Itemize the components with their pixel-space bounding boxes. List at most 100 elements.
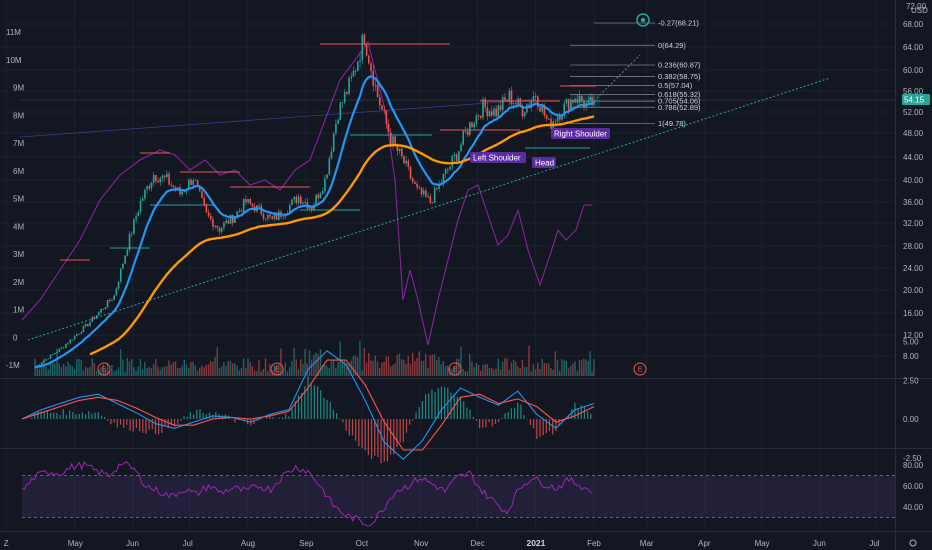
macd-histogram-bar (173, 419, 176, 427)
candle-body (141, 198, 144, 201)
fibonacci-retracement[interactable]: -0.27(68.21) 0(64.29) 0.236(60.87) 0.382(58… (570, 13, 701, 128)
price-candles (34, 33, 595, 368)
volume-bar (130, 359, 133, 376)
macd-histogram-bar (37, 411, 39, 419)
volume-bar (62, 363, 65, 376)
candle-body (554, 121, 557, 123)
macd-histogram-bar (434, 392, 436, 419)
candle-body (181, 191, 184, 195)
volume-tick-label: 7M (13, 139, 24, 148)
candle-body (319, 193, 322, 199)
time-tick-label: Mar (640, 539, 654, 548)
volume-bar (361, 370, 363, 376)
volume-bar (400, 359, 403, 376)
candle-body (350, 76, 353, 79)
macd-histogram-bar (186, 416, 188, 419)
volume-bar (181, 365, 183, 376)
candle-body (258, 205, 260, 207)
candle-body (247, 198, 249, 203)
volume-bar (150, 368, 153, 376)
candle-body (361, 34, 364, 61)
volume-bar (350, 360, 352, 376)
fib-level-label: 1(49.78) (658, 119, 686, 128)
volume-bar (51, 361, 54, 376)
candle-body (593, 100, 595, 105)
volume-bar (168, 360, 170, 376)
macd-histogram-bar (167, 419, 169, 429)
candle-body (170, 184, 173, 186)
rising-trendline (27, 77, 831, 341)
volume-bar (383, 361, 385, 376)
fib-level-label: 0.5(57.04) (658, 81, 693, 90)
candle-body (589, 97, 592, 101)
volume-bar (405, 363, 407, 376)
volume-bar (341, 360, 344, 376)
candle-body (84, 323, 87, 327)
fib-zone (570, 94, 600, 108)
candle-body (60, 347, 63, 349)
volume-bar (464, 371, 467, 376)
candle-body (161, 175, 164, 179)
candle-body (126, 249, 129, 256)
volume-bar (295, 359, 297, 376)
volume-bar (436, 359, 438, 376)
price-tick-label: 44.00 (903, 153, 924, 162)
candle-body (537, 96, 539, 107)
macd-histogram-bar (43, 412, 45, 419)
candle-body (519, 98, 522, 107)
candle-body (326, 174, 328, 179)
candle-body (76, 334, 78, 337)
candle-body (152, 174, 155, 183)
macd-histogram-bar (361, 419, 363, 448)
volume-bar (273, 365, 276, 376)
volume-bar (411, 352, 414, 376)
macd-histogram-bar (472, 416, 474, 419)
volume-bar (155, 358, 157, 376)
candle-body (212, 218, 214, 227)
volume-bar (416, 358, 418, 376)
candle-body (363, 34, 366, 45)
candle-body (216, 225, 219, 228)
macd-histogram-bar (545, 419, 547, 434)
volume-bar (141, 369, 144, 376)
macd-histogram-bar (529, 419, 532, 426)
candle-body (144, 189, 146, 199)
macd-histogram-bar (46, 410, 49, 419)
time-tick-label: Nov (414, 539, 428, 548)
volume-bar (192, 361, 194, 376)
volume-bar (128, 361, 131, 376)
volume-bar (438, 357, 440, 376)
candle-body (506, 99, 508, 101)
volume-bar (479, 370, 482, 376)
upper-channel-line (19, 99, 531, 138)
candle-body (111, 299, 113, 301)
volume-bar (541, 358, 543, 376)
candle-body (567, 99, 570, 111)
volume-bar (490, 368, 493, 376)
volume-bar (352, 356, 355, 376)
candle-body (352, 70, 355, 77)
candle-body (374, 84, 377, 86)
candle-body (528, 104, 530, 106)
volume-bar (260, 371, 262, 376)
macd-histogram-bar (100, 415, 103, 419)
volume-bar (593, 358, 595, 376)
macd-histogram-bar (294, 401, 296, 419)
volume-bar (179, 368, 181, 376)
candle-body (198, 185, 201, 191)
candle-body (130, 233, 133, 235)
macd-histogram-bar (437, 388, 439, 419)
volume-bar (87, 368, 89, 376)
macd-histogram-bar (380, 419, 382, 464)
macd-histogram-bar (402, 419, 404, 443)
fib-level-label: 0.786(52.89) (658, 103, 701, 112)
moving-averages (35, 75, 595, 369)
volume-bars (34, 340, 595, 376)
pattern-annotations[interactable]: Left Shoulder Head Right Shoulder (470, 128, 610, 168)
price-tick-label: 64.00 (903, 43, 924, 52)
candle-body (95, 315, 98, 319)
macd-histogram-bar (320, 389, 322, 419)
candle-body (464, 130, 467, 132)
